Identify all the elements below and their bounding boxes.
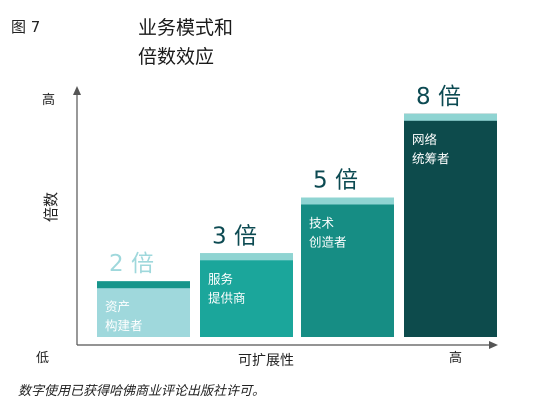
bar-value-label: 3 倍 — [212, 223, 257, 249]
bar — [301, 197, 394, 337]
y-axis-arrow-icon — [73, 86, 81, 95]
figure-label: 图 7 — [11, 18, 41, 36]
bar-cap — [301, 197, 394, 205]
bar-value-label: 8 倍 — [416, 84, 461, 110]
title-line-2: 倍数效应 — [138, 46, 215, 68]
bar-value-label: 2 倍 — [109, 251, 154, 277]
bar — [97, 281, 190, 337]
bar-category-label: 技术创造者 — [309, 216, 347, 250]
x-axis-high-label: 高 — [449, 350, 462, 366]
bar-value-label: 5 倍 — [313, 168, 358, 194]
footnote: 数字使用已获得哈佛商业评论出版社许可。 — [18, 384, 266, 399]
y-axis-high-label: 高 — [42, 92, 55, 108]
bar-cap — [200, 253, 293, 261]
bar-category-label: 网络统筹者 — [412, 132, 450, 166]
bar-category-label: 资产构建者 — [105, 299, 143, 333]
bar-category-label: 服务提供商 — [208, 271, 246, 305]
bar — [200, 253, 293, 337]
y-axis-title: 倍数 — [42, 192, 60, 222]
y-axis-low-label: 低 — [36, 351, 49, 366]
title-line-1: 业务模式和 — [138, 17, 234, 39]
chart-title: 业务模式和 倍数效应 — [138, 14, 233, 72]
bar — [404, 113, 497, 337]
x-axis-arrow-icon — [489, 341, 498, 349]
x-axis-title: 可扩展性 — [238, 353, 294, 369]
bar-cap — [404, 113, 497, 121]
bar-cap — [97, 281, 190, 289]
